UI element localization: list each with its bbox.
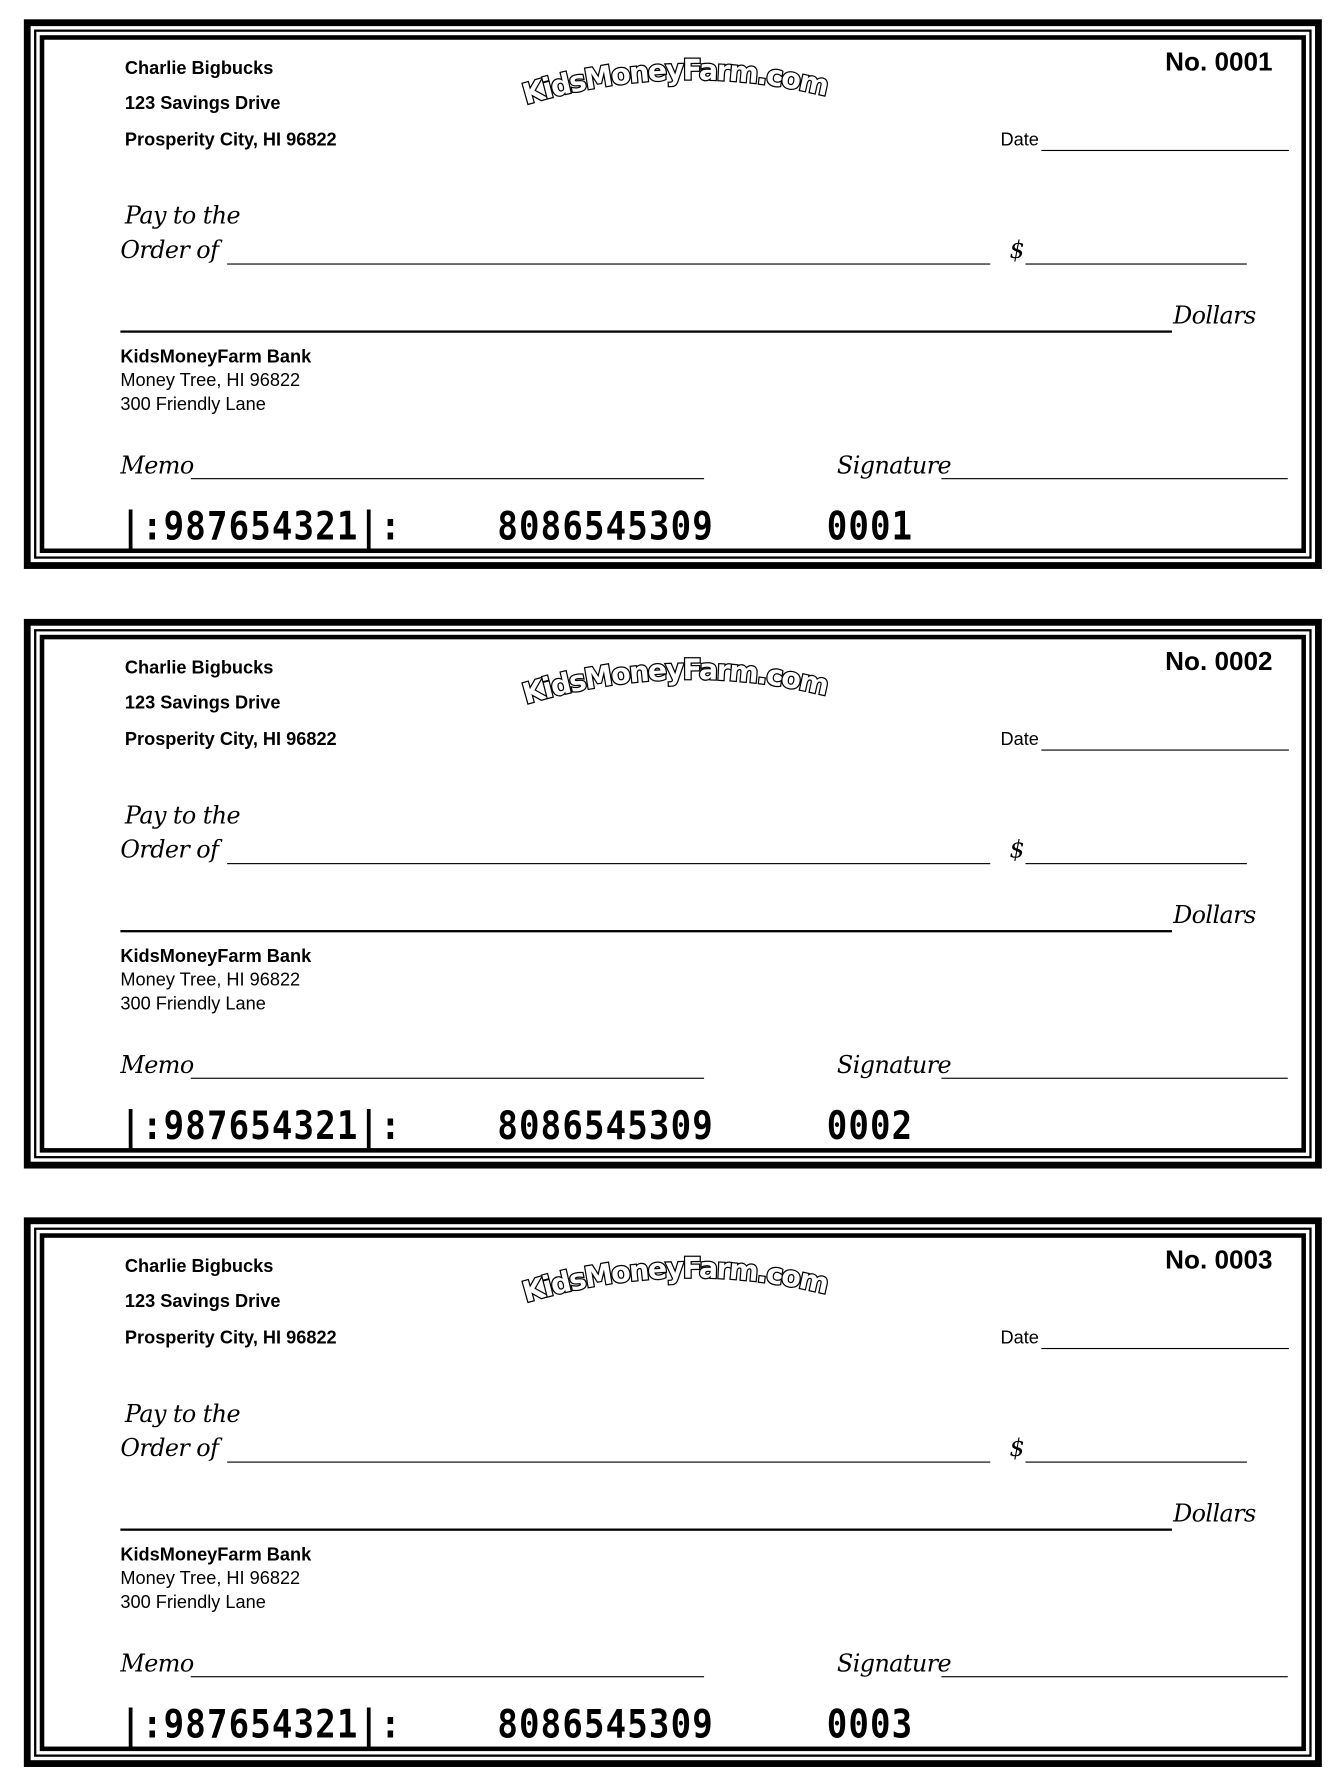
account-holder-street: 123 Savings Drive (124, 693, 281, 714)
svg-text:KidsMoneyFarm.com: KidsMoneyFarm.com (519, 653, 831, 711)
date-field[interactable] (1041, 1347, 1289, 1350)
date-label: Date (1000, 730, 1039, 750)
check-border-inner (34, 629, 1312, 1159)
date-field[interactable] (1041, 749, 1289, 751)
account-holder-city: Prosperity City, HI 96822 (124, 730, 337, 750)
account-holder-name: Charlie Bigbucks (124, 1257, 274, 1277)
payee-field[interactable] (227, 1461, 991, 1463)
amount-field[interactable] (1025, 863, 1247, 865)
logo-text: KidsMoneyFarm.com (518, 1250, 834, 1310)
bank-city: Money Tree, HI 96822 (120, 371, 301, 391)
micr-account-number: 8086545309 (497, 504, 714, 550)
check-border-inner (34, 29, 1312, 559)
signature-label: Signature (836, 1051, 952, 1079)
check-border-innermost (39, 1233, 1306, 1752)
pay-to-label-line1: Pay to the (124, 801, 241, 829)
account-holder-name: Charlie Bigbucks (124, 658, 274, 678)
kidsmoneyfarm-logo: KidsMoneyFarm.com (518, 652, 834, 712)
bank-street: 300 Friendly Lane (120, 395, 266, 415)
account-holder-name: Charlie Bigbucks (124, 59, 274, 79)
blank-check: Charlie Bigbucks 123 Savings Drive Prosp… (23, 1217, 1322, 1767)
account-holder-city: Prosperity City, HI 96822 (124, 1328, 337, 1348)
blank-check: Charlie Bigbucks 123 Savings Drive Prosp… (23, 19, 1322, 569)
micr-routing-number: |:987654321|: (120, 504, 402, 550)
check-number-label: No. 0001 (1165, 46, 1273, 77)
dollar-sign: $ (1009, 835, 1025, 864)
svg-text:KidsMoneyFarm.com: KidsMoneyFarm.com (519, 53, 831, 111)
svg-text:KidsMoneyFarm.com: KidsMoneyFarm.com (519, 1252, 831, 1310)
account-holder-city: Prosperity City, HI 96822 (124, 130, 337, 150)
account-holder-street: 123 Savings Drive (124, 94, 281, 114)
date-field[interactable] (1041, 149, 1289, 152)
pay-to-label-line2: Order of (120, 236, 219, 264)
signature-field[interactable] (941, 1676, 1288, 1678)
check-border-innermost (39, 35, 1306, 554)
memo-field[interactable] (190, 1077, 705, 1079)
memo-field[interactable] (190, 1676, 705, 1678)
dollar-sign: $ (1009, 1434, 1025, 1462)
written-amount-field[interactable] (120, 1528, 1172, 1531)
payee-field[interactable] (227, 863, 991, 865)
account-holder-street: 123 Savings Drive (124, 1292, 281, 1312)
signature-label: Signature (836, 1650, 952, 1678)
bank-name: KidsMoneyFarm Bank (120, 947, 312, 967)
date-label: Date (1000, 1328, 1039, 1348)
written-amount-field[interactable] (120, 930, 1172, 933)
memo-field[interactable] (190, 478, 705, 480)
dollars-label: Dollars (1173, 302, 1256, 330)
dollar-sign: $ (1009, 236, 1025, 264)
blank-check: Charlie Bigbucks 123 Savings Drive Prosp… (23, 618, 1322, 1169)
signature-label: Signature (836, 451, 952, 480)
memo-label: Memo (120, 451, 194, 480)
check-border-innermost (39, 634, 1306, 1153)
micr-check-number: 0001 (826, 504, 914, 550)
micr-account-number: 8086545309 (497, 1702, 714, 1748)
bank-street: 300 Friendly Lane (120, 994, 266, 1015)
pay-to-label-line1: Pay to the (124, 202, 241, 230)
check-number-label: No. 0003 (1165, 1244, 1273, 1275)
bank-name: KidsMoneyFarm Bank (120, 1545, 312, 1565)
written-amount-field[interactable] (120, 330, 1172, 333)
micr-routing-number: |:987654321|: (120, 1103, 402, 1150)
micr-routing-number: |:987654321|: (120, 1702, 402, 1748)
check-number-label: No. 0002 (1165, 646, 1273, 676)
micr-check-number: 0002 (826, 1103, 914, 1150)
bank-name: KidsMoneyFarm Bank (120, 347, 312, 367)
signature-field[interactable] (941, 478, 1288, 480)
amount-field[interactable] (1025, 1461, 1247, 1463)
payee-field[interactable] (227, 263, 991, 265)
memo-label: Memo (120, 1051, 194, 1079)
date-label: Date (1000, 130, 1039, 150)
dollars-label: Dollars (1173, 1500, 1256, 1528)
logo-text: KidsMoneyFarm.com (518, 652, 834, 712)
pay-to-label-line1: Pay to the (124, 1400, 241, 1428)
signature-field[interactable] (941, 1077, 1288, 1079)
bank-street: 300 Friendly Lane (120, 1593, 266, 1613)
pay-to-label-line2: Order of (120, 835, 219, 864)
kidsmoneyfarm-logo: KidsMoneyFarm.com (518, 1250, 834, 1310)
bank-city: Money Tree, HI 96822 (120, 970, 301, 991)
check-border-inner (34, 1227, 1312, 1757)
pay-to-label-line2: Order of (120, 1434, 219, 1462)
micr-account-number: 8086545309 (497, 1103, 714, 1150)
amount-field[interactable] (1025, 263, 1247, 265)
dollars-label: Dollars (1173, 901, 1256, 929)
logo-text: KidsMoneyFarm.com (518, 52, 834, 112)
memo-label: Memo (120, 1650, 194, 1678)
bank-city: Money Tree, HI 96822 (120, 1569, 301, 1589)
micr-check-number: 0003 (826, 1702, 914, 1748)
kidsmoneyfarm-logo: KidsMoneyFarm.com (518, 52, 834, 112)
